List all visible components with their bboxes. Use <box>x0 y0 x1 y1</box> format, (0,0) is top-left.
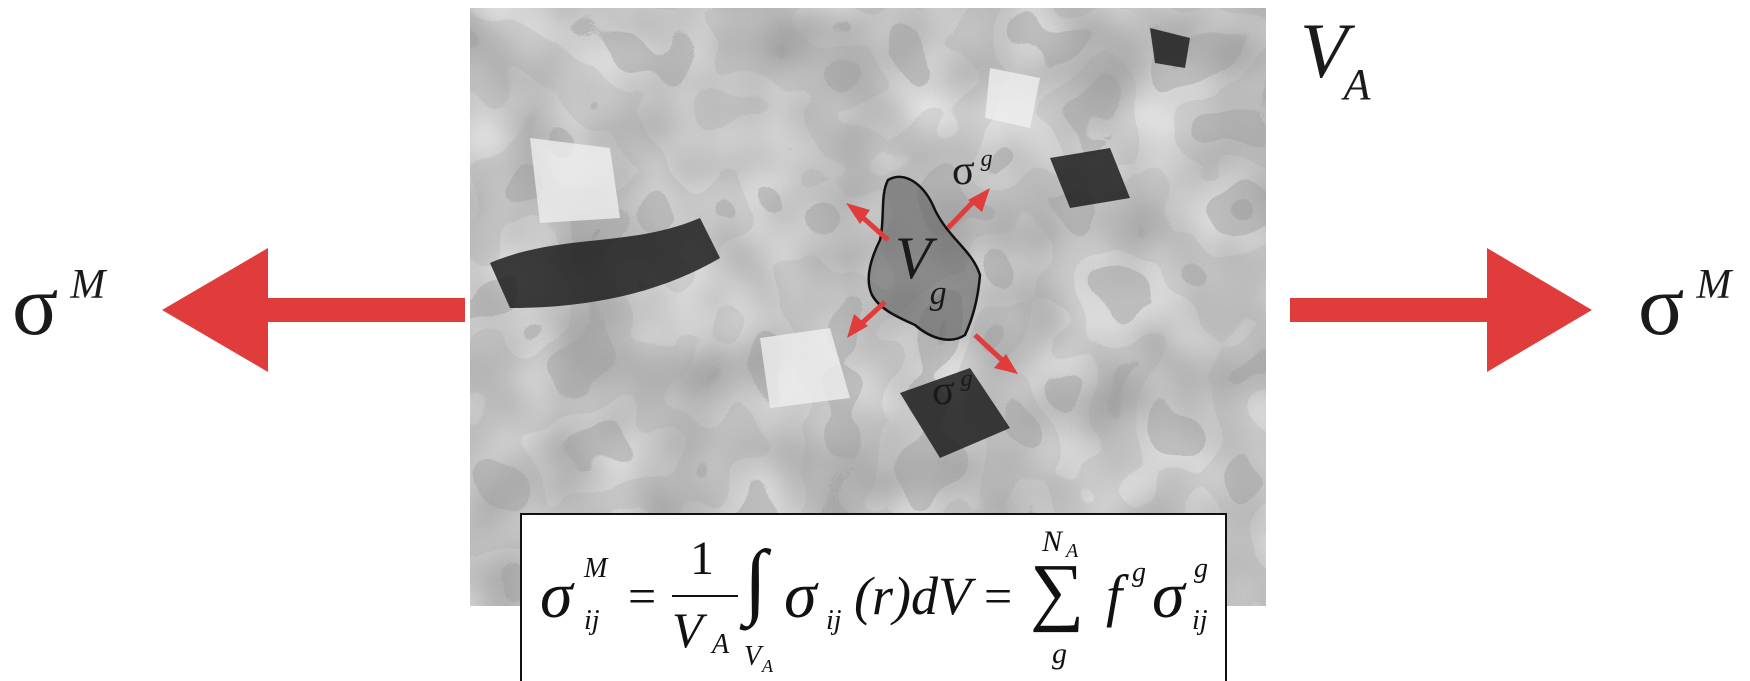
formula-frac-bar <box>672 595 738 597</box>
formula-lhs-sub: ij <box>584 605 600 636</box>
formula-term-f-sup: g <box>1132 557 1146 588</box>
macro-stress-right-main: σ <box>1638 257 1685 353</box>
formula-integral-sign: ∫ <box>744 534 768 627</box>
formula-equals-2: = <box>984 568 1013 624</box>
grain-volume-main: V <box>895 225 932 291</box>
formula-sum-lower: g <box>1052 637 1067 670</box>
averaging-formula-box: σ M ij = 1 V A ∫ V A σ ij (r)dV = N A ∑ … <box>520 513 1227 681</box>
grain-volume-sub: g <box>929 275 947 312</box>
formula-term-sigma: σ <box>1152 559 1185 632</box>
macro-stress-right-sup: M <box>1696 262 1732 308</box>
formula-term-sigma-sup: g <box>1194 553 1208 584</box>
grain-shapes <box>490 28 1190 458</box>
volume-a-label: VA <box>1300 12 1375 107</box>
formula-lhs-sigma: σ <box>540 559 573 632</box>
grain-stress-bottom-main: σ <box>932 368 955 414</box>
volume-a-sub: A <box>1343 60 1371 109</box>
formula-lhs-sup: M <box>584 553 608 584</box>
formula-sum-upper-main: N <box>1042 525 1063 558</box>
formula-equals-1: = <box>628 568 657 624</box>
formula-integrand-sigma: σ <box>784 559 817 632</box>
grain-stress-top-main: σ <box>952 148 975 194</box>
formula-integral-lower-main: V <box>744 641 762 672</box>
volume-a-main: V <box>1300 7 1348 94</box>
formula-integral-lower-sub: A <box>762 656 773 676</box>
formula-term-sigma-sub: ij <box>1192 605 1208 636</box>
macro-stress-left-sup: M <box>70 262 106 308</box>
formula-term-f: f <box>1106 563 1123 628</box>
formula-sum-upper-sub: A <box>1066 540 1079 562</box>
formula-frac-den-main: V <box>672 602 703 658</box>
macro-stress-arrow-right <box>1290 248 1592 372</box>
formula-frac-den-sub: A <box>712 629 730 660</box>
grain-shapes-light <box>530 68 1040 408</box>
formula-sum-sign: ∑ <box>1030 549 1085 633</box>
grain-stress-bottom-sup: g <box>960 366 973 392</box>
microstructure-image <box>470 8 1266 606</box>
macro-stress-arrow-left <box>162 248 465 372</box>
grain-outline <box>867 175 982 341</box>
grain-volume-label: Vg <box>895 225 949 311</box>
formula-integrand-rest: (r)dV <box>854 566 971 626</box>
grain-stress-arrows <box>846 188 1018 374</box>
grain-stress-top-sup: g <box>980 146 993 172</box>
macro-stress-left-main: σ <box>12 257 59 353</box>
formula-integrand-sub: ij <box>826 605 842 636</box>
formula-frac-num: 1 <box>690 532 714 585</box>
